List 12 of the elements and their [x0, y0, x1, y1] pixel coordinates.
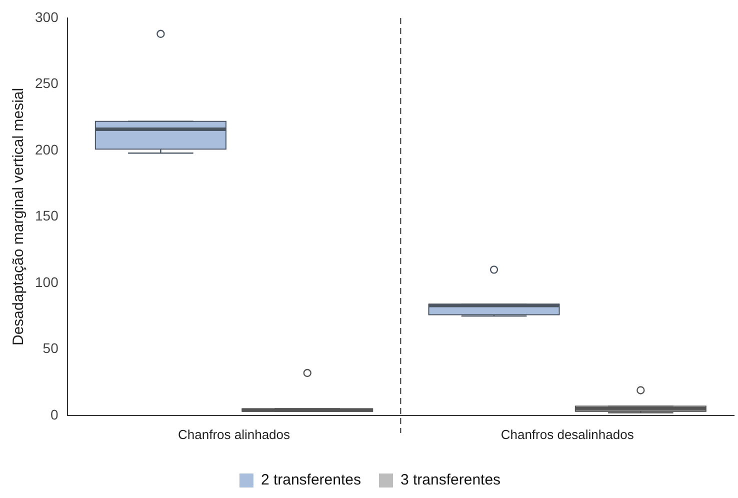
x-tick-label: Chanfros alinhados — [178, 426, 291, 442]
y-tick-label: 200 — [35, 141, 59, 158]
y-tick-label: 300 — [35, 8, 59, 25]
y-tick-label: 50 — [42, 340, 59, 356]
y-tick-label: 150 — [35, 208, 59, 224]
y-tick-label: 0 — [50, 406, 59, 422]
legend-label: 2 transferentes — [260, 472, 362, 489]
y-tick-label: 100 — [35, 274, 59, 290]
x-tick-label: Chanfros desalinhados — [500, 426, 634, 442]
y-axis-title: Desadaptação marginal vertical mesial — [10, 88, 28, 346]
y-tick-label: 250 — [35, 75, 59, 92]
legend-label: 3 transferentes — [400, 472, 501, 489]
